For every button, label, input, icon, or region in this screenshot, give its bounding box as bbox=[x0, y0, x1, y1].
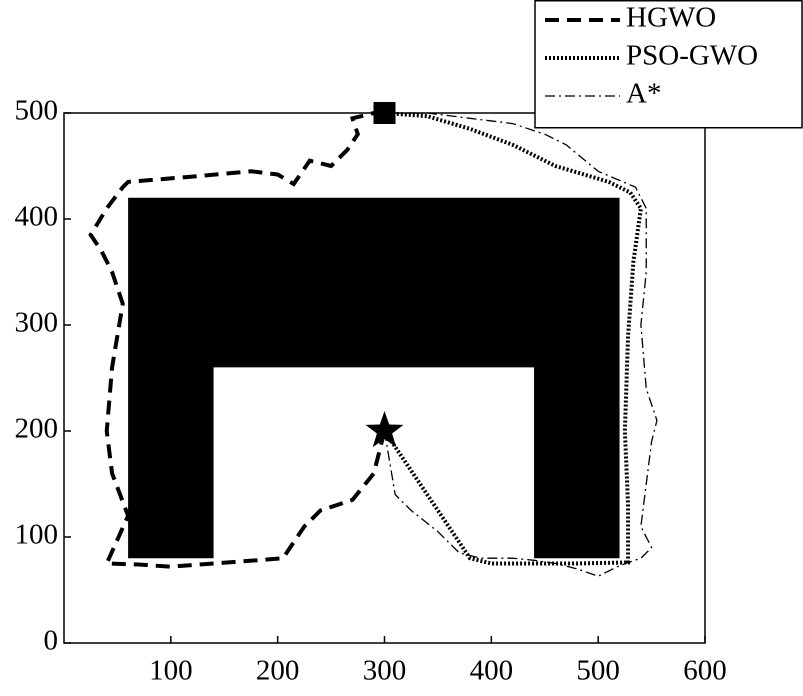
path-line bbox=[383, 112, 658, 577]
legend-label: HGWO bbox=[626, 2, 716, 34]
x-tick-label: 100 bbox=[149, 655, 193, 687]
goal-marker bbox=[373, 102, 396, 124]
y-tick-label: 300 bbox=[15, 307, 59, 339]
y-tick-label: 100 bbox=[15, 519, 59, 551]
y-tick-label: 0 bbox=[44, 625, 59, 657]
y-tick-label: 400 bbox=[15, 201, 59, 233]
x-tick-label: 500 bbox=[576, 655, 620, 687]
x-tick-label: 600 bbox=[683, 655, 727, 687]
legend-label: A* bbox=[626, 78, 661, 110]
x-tick-label: 200 bbox=[256, 655, 300, 687]
y-tick-label: 500 bbox=[15, 95, 59, 127]
x-tick-label: 400 bbox=[470, 655, 514, 687]
legend-label: PSO-GWO bbox=[626, 40, 758, 72]
path-line bbox=[382, 111, 643, 566]
x-tick-label: 300 bbox=[363, 655, 407, 687]
obstacle bbox=[128, 197, 620, 559]
y-tick-label: 200 bbox=[15, 413, 59, 445]
path-line bbox=[88, 111, 387, 569]
start-marker bbox=[365, 411, 404, 448]
